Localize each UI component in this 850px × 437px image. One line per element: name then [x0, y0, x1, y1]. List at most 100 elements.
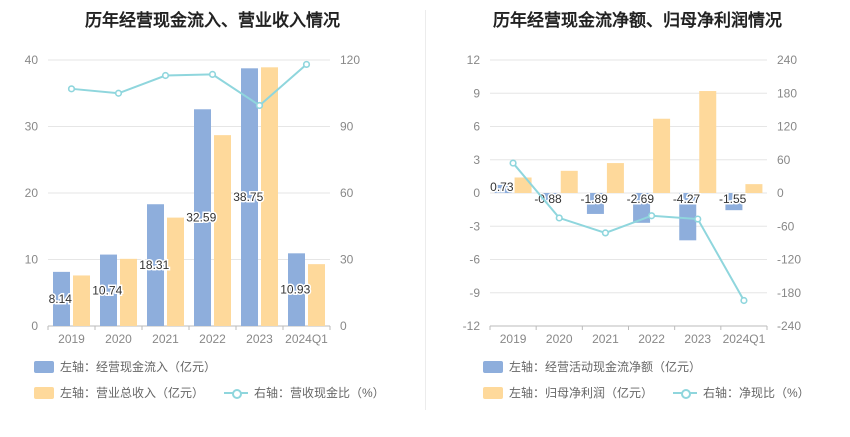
y-right-tick-label: 180 — [777, 86, 797, 100]
legend-line-marker-icon — [224, 387, 249, 399]
bar-data-label: 0.73 — [490, 180, 514, 194]
bar-primary — [540, 193, 558, 203]
bar-secondary — [120, 258, 137, 326]
line-point — [740, 296, 748, 305]
y-left-tick-label: -3 — [469, 219, 480, 233]
x-tick-label: 2024Q1 — [723, 332, 766, 346]
bar-data-label: 32.59 — [186, 211, 216, 225]
bar-secondary — [308, 264, 325, 326]
line-point — [555, 214, 563, 222]
bar-primary — [586, 193, 604, 214]
bar-primary — [100, 254, 117, 326]
legend-label: 右轴：净现比（%） — [703, 386, 810, 400]
legend-item-net-cash-ratio[interactable]: 右轴：净现比（%） — [673, 384, 810, 401]
bar-data-label: 10.74 — [92, 283, 122, 297]
y-right-tick-label: 0 — [340, 319, 347, 333]
bar-primary — [288, 253, 305, 326]
y-right-tick-label: 60 — [340, 186, 354, 200]
y-left-tick-label: 0 — [473, 186, 480, 200]
bar-secondary — [653, 118, 671, 193]
legend-label: 左轴：经营活动现金流净额（亿元） — [509, 360, 702, 374]
y-right-tick-label: -240 — [777, 319, 801, 333]
series-line — [512, 162, 745, 302]
x-tick-label: 2020 — [105, 332, 132, 346]
bar-data-label: 10.93 — [280, 283, 310, 297]
bar-secondary — [214, 135, 231, 326]
bar-secondary — [560, 170, 578, 193]
bar-data-label: -4.27 — [673, 192, 701, 206]
bar-data-label: -2.69 — [627, 192, 655, 206]
y-right-tick-label: -180 — [777, 286, 801, 300]
y-left-tick-label: 30 — [25, 120, 39, 134]
bar-primary — [494, 184, 512, 193]
legend-swatch-yellow — [483, 386, 503, 399]
bar-data-label: 8.14 — [49, 292, 73, 306]
legend-swatch-yellow — [34, 386, 54, 399]
bar-secondary — [514, 177, 532, 193]
right-legend-row-1: 左轴：经营活动现金流净额（亿元） — [483, 358, 721, 375]
line-point — [647, 212, 656, 220]
y-left-tick-label: 9 — [473, 86, 480, 100]
bar-primary — [53, 271, 70, 326]
panel-divider — [425, 10, 426, 410]
right-chart-title: 历年经营现金流净额、归母净利润情况 — [493, 11, 782, 30]
bar-primary — [241, 68, 258, 326]
legend-item-net-profit[interactable]: 左轴：归母净利润（亿元） — [483, 384, 653, 401]
bar-primary — [679, 193, 697, 241]
left-legend-row-2: 左轴：营业总收入（亿元） 右轴：营收现金比（%） — [34, 384, 405, 401]
y-left-tick-label: -12 — [463, 319, 481, 333]
y-left-tick-label: -9 — [469, 286, 480, 300]
legend-label: 左轴：归母净利润（亿元） — [509, 386, 654, 400]
legend-label: 左轴：经营现金流入（亿元） — [60, 360, 217, 374]
y-right-tick-label: 90 — [340, 120, 354, 134]
bar-secondary — [73, 275, 90, 326]
bar-primary — [633, 193, 651, 223]
y-left-tick-label: 10 — [25, 253, 39, 267]
legend-item-revenue[interactable]: 左轴：营业总收入（亿元） — [34, 384, 204, 401]
x-tick-label: 2019 — [500, 332, 527, 346]
x-tick-label: 2021 — [152, 332, 179, 346]
bar-primary — [194, 109, 211, 327]
y-left-tick-label: 3 — [473, 153, 480, 167]
y-right-tick-label: 60 — [777, 153, 791, 167]
bar-secondary — [699, 91, 717, 193]
legend-item-cash-ratio[interactable]: 右轴：营收现金比（%） — [224, 384, 385, 401]
x-tick-label: 2020 — [546, 332, 573, 346]
left-chart-title: 历年经营现金流入、营业收入情况 — [85, 11, 340, 30]
line-point — [161, 71, 170, 80]
legend-item-cash-inflow[interactable]: 左轴：经营现金流入（亿元） — [34, 358, 216, 375]
y-right-tick-label: 0 — [777, 186, 784, 200]
right-chart-svg: -12 -9 -6 -3 0 3 6 9 12 -240 -180 -120 -60 0 60 120 180 2… — [463, 53, 802, 346]
bar-primary — [147, 204, 164, 326]
bar-secondary — [606, 163, 624, 193]
left-chart-panel: 历年经营现金流入、营业收入情况 0 10 20 30 40 0 30 60 90 120 2019 2… — [25, 11, 405, 401]
legend-item-net-cash[interactable]: 左轴：经营活动现金流净额（亿元） — [483, 358, 701, 375]
y-left-tick-label: 40 — [25, 53, 39, 67]
bar-secondary — [167, 217, 184, 326]
y-right-tick-label: 120 — [777, 120, 797, 134]
legend-swatch-blue — [34, 360, 54, 373]
y-right-tick-label: -120 — [777, 253, 801, 267]
bar-secondary — [745, 184, 763, 193]
y-left-tick-label: 0 — [31, 319, 38, 333]
x-tick-label: 2022 — [199, 332, 226, 346]
x-tick-label: 2024Q1 — [285, 332, 328, 346]
legend-swatch-blue — [483, 360, 503, 373]
line-point — [302, 60, 311, 69]
right-legend-row-2: 左轴：归母净利润（亿元） 右轴：净现比（%） — [483, 384, 830, 401]
line-point — [601, 229, 610, 237]
y-left-tick-label: -6 — [469, 253, 480, 267]
line-point — [114, 89, 123, 97]
y-right-tick-label: 120 — [340, 53, 360, 67]
y-right-tick-label: -60 — [777, 219, 795, 233]
line-point — [694, 215, 702, 223]
bar-data-label: -1.55 — [719, 192, 747, 206]
y-left-tick-label: 20 — [25, 186, 39, 200]
x-tick-label: 2023 — [246, 332, 273, 346]
legend-label: 左轴：营业总收入（亿元） — [60, 386, 205, 400]
line-point — [509, 159, 517, 167]
x-tick-label: 2019 — [58, 332, 85, 346]
y-right-tick-label: 30 — [340, 253, 354, 267]
right-chart-panel: 历年经营现金流净额、归母净利润情况 -12 -9 -6 -3 0 3 6 9 12 -240 -18… — [425, 0, 850, 437]
y-right-tick-label: 240 — [777, 53, 797, 67]
